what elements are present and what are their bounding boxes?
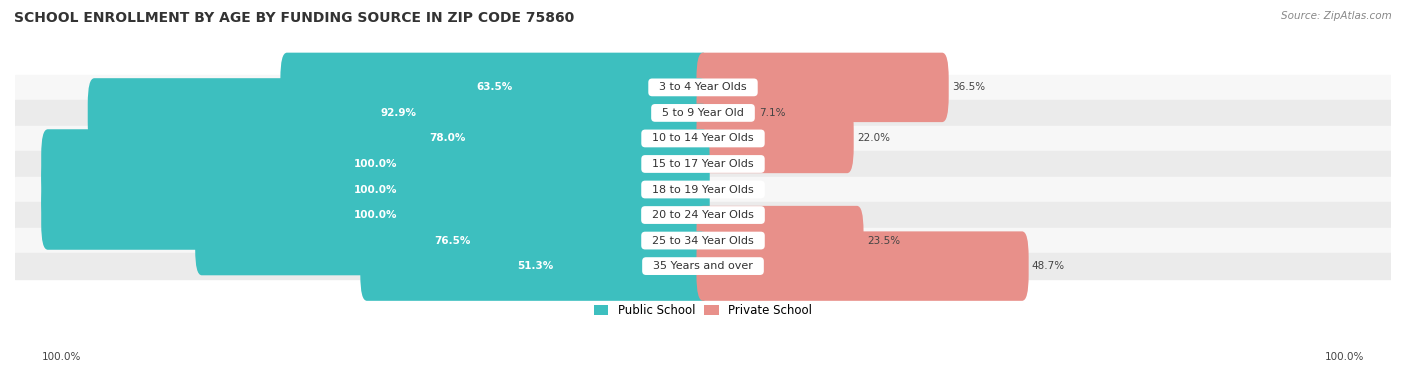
Text: 23.5%: 23.5% [868,236,900,245]
Text: 5 to 9 Year Old: 5 to 9 Year Old [655,108,751,118]
Text: 100.0%: 100.0% [354,184,396,195]
Text: 0.0%: 0.0% [713,159,740,169]
FancyBboxPatch shape [696,231,1029,301]
Text: 18 to 19 Year Olds: 18 to 19 Year Olds [645,184,761,195]
Text: 76.5%: 76.5% [434,236,471,245]
FancyBboxPatch shape [87,78,710,148]
Text: 36.5%: 36.5% [952,83,986,92]
Bar [15,126,1391,151]
FancyBboxPatch shape [696,53,949,122]
Text: 100.0%: 100.0% [1324,352,1364,362]
Bar [15,177,1391,202]
FancyBboxPatch shape [360,231,710,301]
Text: 0.0%: 0.0% [713,210,740,220]
Text: Source: ZipAtlas.com: Source: ZipAtlas.com [1281,11,1392,21]
Text: 48.7%: 48.7% [1032,261,1066,271]
Text: 63.5%: 63.5% [477,83,513,92]
Text: 100.0%: 100.0% [42,352,82,362]
Text: 10 to 14 Year Olds: 10 to 14 Year Olds [645,133,761,143]
Text: 35 Years and over: 35 Years and over [647,261,759,271]
Legend: Public School, Private School: Public School, Private School [589,299,817,322]
Text: 0.0%: 0.0% [713,184,740,195]
Bar [15,253,1391,279]
FancyBboxPatch shape [696,104,853,173]
Bar [15,202,1391,228]
Bar [15,75,1391,100]
Text: 51.3%: 51.3% [517,261,553,271]
Text: 7.1%: 7.1% [759,108,786,118]
FancyBboxPatch shape [696,78,756,148]
FancyBboxPatch shape [41,129,710,199]
FancyBboxPatch shape [41,155,710,224]
Text: 92.9%: 92.9% [381,108,416,118]
FancyBboxPatch shape [280,53,710,122]
Text: 78.0%: 78.0% [429,133,465,143]
Bar [15,151,1391,177]
FancyBboxPatch shape [186,104,710,173]
Text: 22.0%: 22.0% [858,133,890,143]
Bar [15,228,1391,253]
Text: 3 to 4 Year Olds: 3 to 4 Year Olds [652,83,754,92]
Text: 100.0%: 100.0% [354,159,396,169]
Text: 20 to 24 Year Olds: 20 to 24 Year Olds [645,210,761,220]
Text: 100.0%: 100.0% [354,210,396,220]
Text: 25 to 34 Year Olds: 25 to 34 Year Olds [645,236,761,245]
Bar [15,100,1391,126]
FancyBboxPatch shape [696,206,863,275]
Text: SCHOOL ENROLLMENT BY AGE BY FUNDING SOURCE IN ZIP CODE 75860: SCHOOL ENROLLMENT BY AGE BY FUNDING SOUR… [14,11,574,25]
FancyBboxPatch shape [195,206,710,275]
Text: 15 to 17 Year Olds: 15 to 17 Year Olds [645,159,761,169]
FancyBboxPatch shape [41,180,710,250]
